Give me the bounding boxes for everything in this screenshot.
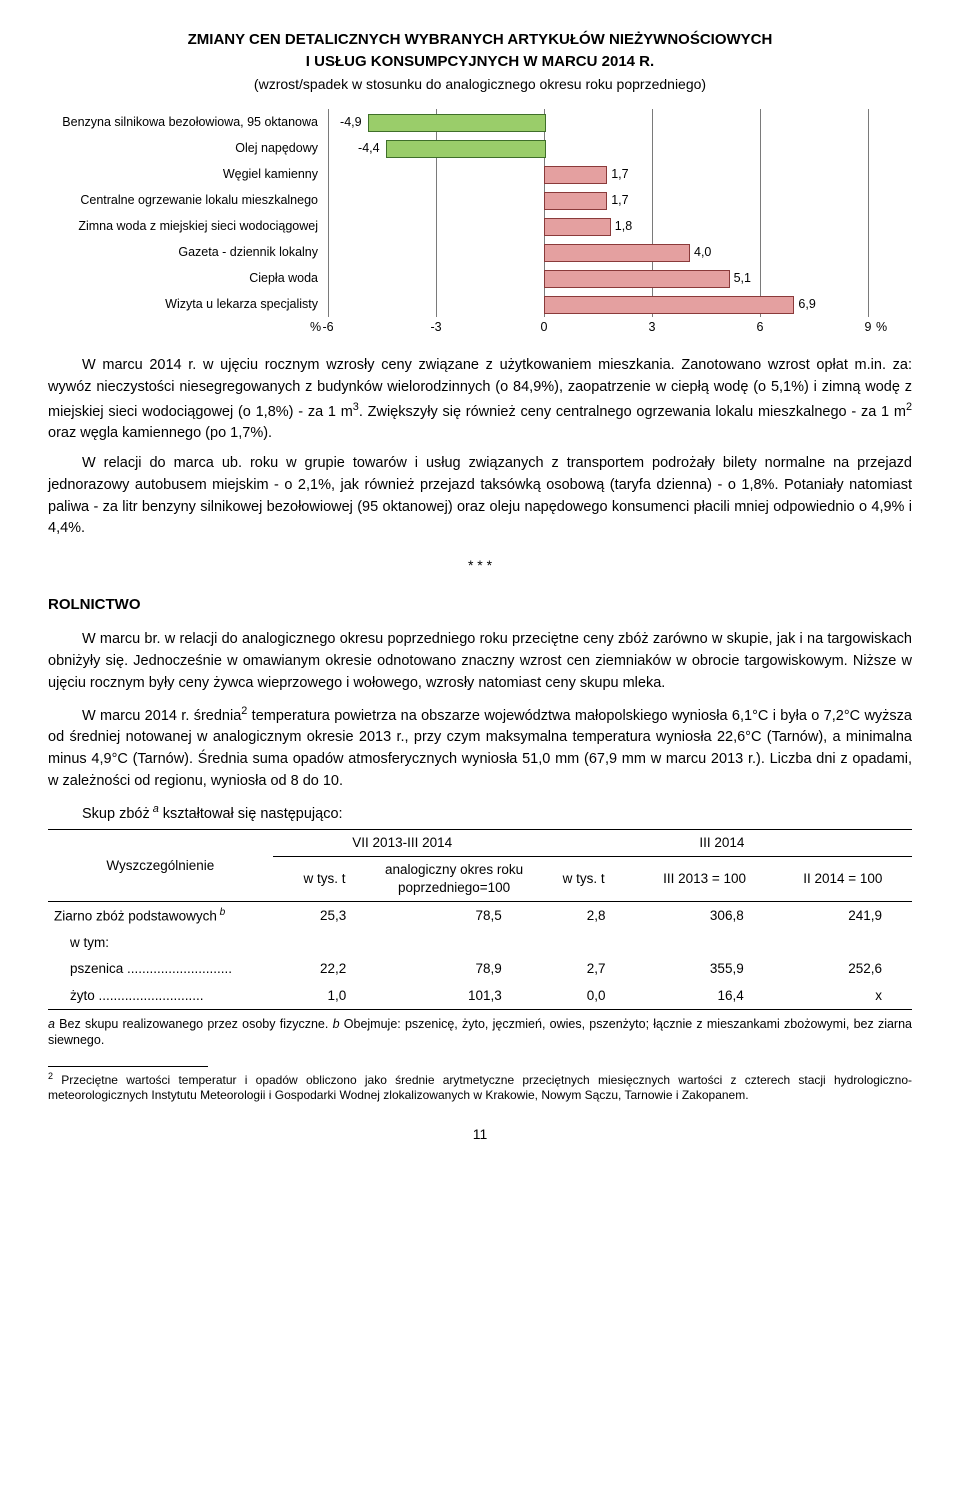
chart-value-label: -4,9 <box>340 114 362 131</box>
grid-line <box>328 109 329 317</box>
page-number: 11 <box>48 1125 912 1144</box>
th-period1: VII 2013-III 2014 <box>273 829 532 856</box>
chart-bar <box>544 166 607 184</box>
chart-value-label: 5,1 <box>734 270 751 287</box>
grid-line <box>760 109 761 317</box>
table-row: pszenica ............................22,… <box>48 956 912 982</box>
paragraph-3: W marcu br. w relacji do analogicznego o… <box>48 629 912 694</box>
footnote-2: 2 Przeciętne wartości temperatur i opadó… <box>48 1071 912 1103</box>
section-heading-rolnictwo: ROLNICTWO <box>48 595 912 615</box>
chart-value-label: 6,9 <box>798 296 815 313</box>
paragraph-4: W marcu 2014 r. średnia2 temperatura pow… <box>48 703 912 793</box>
chart-value-label: 1,7 <box>611 192 628 209</box>
chart-title-line1: ZMIANY CEN DETALICZNYCH WYBRANYCH ARTYKU… <box>48 30 912 50</box>
pct-label-right: % <box>876 319 887 336</box>
x-tick: 3 <box>649 319 656 336</box>
chart-value-label: 4,0 <box>694 244 711 261</box>
table-intro: Skup zbóż a kształtował się następująco: <box>48 802 912 824</box>
footnote-rule <box>48 1066 208 1067</box>
chart-title-line2: I USŁUG KONSUMPCYJNYCH W MARCU 2014 R. <box>48 52 912 72</box>
chart-bar <box>544 218 611 236</box>
chart-bar <box>544 192 607 210</box>
chart-subtitle: (wzrost/spadek w stosunku do analogiczne… <box>48 75 912 94</box>
th-iii2013: III 2013 = 100 <box>635 857 773 902</box>
x-tick: 0 <box>541 319 548 336</box>
th-period2: III 2014 <box>532 829 912 856</box>
price-change-chart: Benzyna silnikowa bezołowiowa, 95 oktano… <box>48 109 912 317</box>
grain-table: Wyszczególnienie VII 2013-III 2014 III 2… <box>48 829 912 1010</box>
chart-category-label: Olej napędowy <box>48 135 328 161</box>
chart-value-label: 1,7 <box>611 166 628 183</box>
chart-category-label: Centralne ogrzewanie lokalu mieszkalnego <box>48 187 328 213</box>
chart-bar <box>386 140 546 158</box>
chart-value-label: 1,8 <box>615 218 632 235</box>
table-footnote: a Bez skupu realizowanego przez osoby fi… <box>48 1016 912 1049</box>
th-ii2014: II 2014 = 100 <box>774 857 912 902</box>
x-tick: -6 <box>322 319 333 336</box>
th-wyszczegolnienie: Wyszczególnienie <box>48 829 273 902</box>
chart-category-label: Benzyna silnikowa bezołowiowa, 95 oktano… <box>48 109 328 135</box>
table-row: żyto ............................1,0101,… <box>48 983 912 1010</box>
x-tick: 9 <box>865 319 872 336</box>
chart-bar <box>544 270 730 288</box>
paragraph-1: W marcu 2014 r. w ujęciu rocznym wzrosły… <box>48 355 912 445</box>
chart-bar <box>544 296 794 314</box>
x-tick: 6 <box>757 319 764 336</box>
th-wtyst-2: w tys. t <box>532 857 636 902</box>
grid-line <box>868 109 869 317</box>
chart-bar <box>368 114 546 132</box>
chart-value-label: -4,4 <box>358 140 380 157</box>
chart-category-label: Ciepła woda <box>48 265 328 291</box>
x-tick: -3 <box>430 319 441 336</box>
th-wtyst-1: w tys. t <box>273 857 377 902</box>
section-divider-stars: * * * <box>48 556 912 575</box>
chart-category-label: Węgiel kamienny <box>48 161 328 187</box>
chart-bar <box>544 244 690 262</box>
chart-category-label: Wizyta u lekarza specjalisty <box>48 291 328 317</box>
th-analog: analogiczny okres roku poprzedniego=100 <box>376 857 532 902</box>
table-row: Ziarno zbóż podstawowych b25,378,52,8306… <box>48 902 912 930</box>
paragraph-2: W relacji do marca ub. roku w grupie tow… <box>48 453 912 540</box>
chart-category-label: Gazeta - dziennik lokalny <box>48 239 328 265</box>
chart-category-label: Zimna woda z miejskiej sieci wodociągowe… <box>48 213 328 239</box>
pct-label-left: % <box>310 319 321 336</box>
table-row: w tym: <box>48 930 912 956</box>
